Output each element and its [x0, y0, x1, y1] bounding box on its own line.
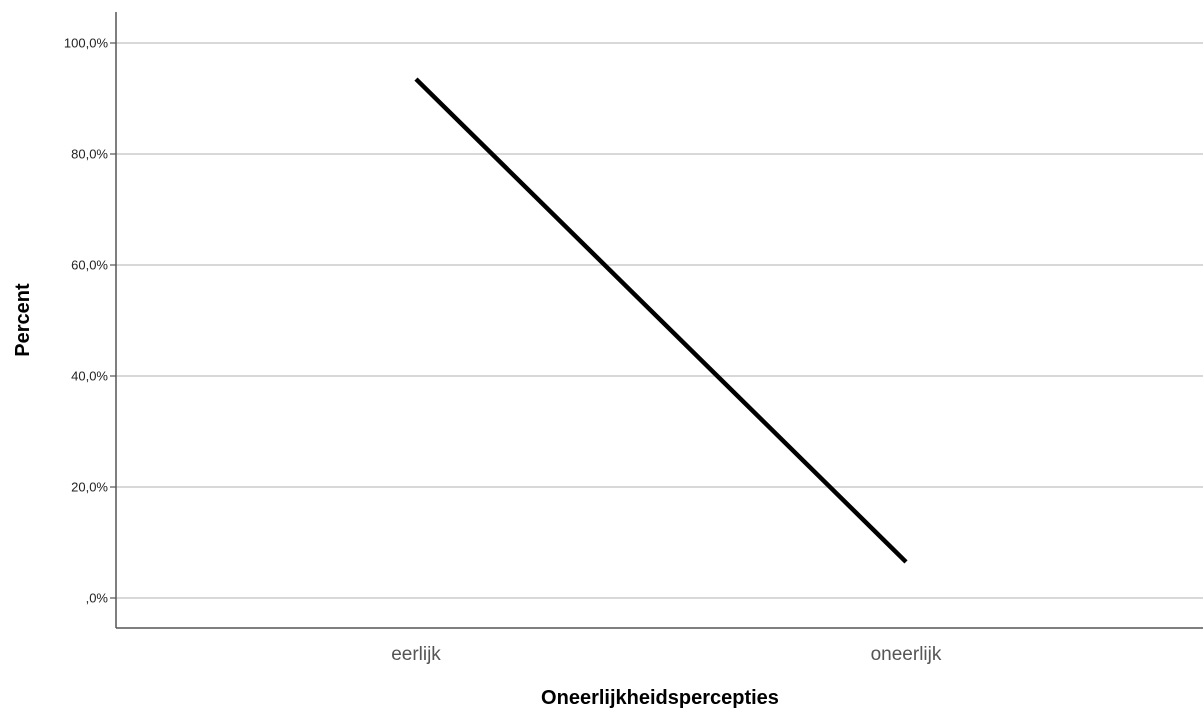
x-axis-categories: eerlijk oneerlijk: [391, 644, 942, 665]
x-axis-title: Oneerlijkheidspercepties: [541, 687, 779, 709]
series-layer: [414, 77, 908, 564]
y-axis-ticks: ,0% 20,0% 40,0% 60,0% 80,0% 100,0%: [64, 36, 116, 606]
y-axis-title: Percent: [12, 283, 34, 357]
y-tick-label: 20,0%: [71, 480, 108, 495]
y-tick-label: ,0%: [86, 591, 109, 606]
y-tick-label: 40,0%: [71, 369, 108, 384]
x-category-label: oneerlijk: [871, 644, 942, 665]
series-line: [414, 77, 908, 564]
y-tick-label: 100,0%: [64, 36, 109, 51]
grid-lines: [116, 42, 1203, 599]
x-category-label: eerlijk: [391, 644, 441, 665]
y-tick-label: 60,0%: [71, 258, 108, 273]
y-tick-label: 80,0%: [71, 147, 108, 162]
